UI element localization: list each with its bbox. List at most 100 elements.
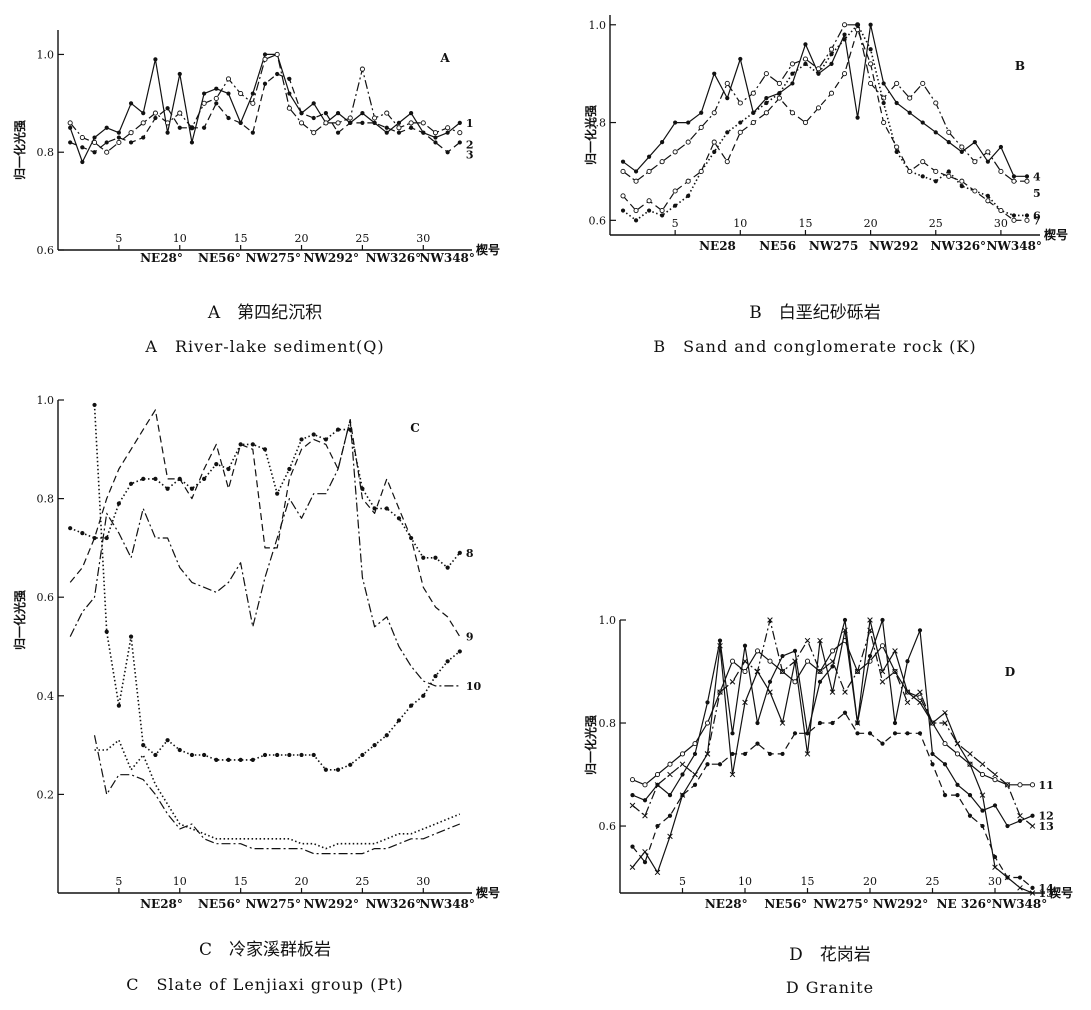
- data-point: [457, 140, 462, 145]
- data-point: [238, 757, 243, 762]
- data-point: [323, 767, 328, 772]
- data-point: [790, 81, 795, 86]
- data-point: [692, 751, 698, 757]
- data-point: [214, 757, 219, 762]
- data-point: [867, 617, 873, 623]
- data-point: [445, 565, 450, 570]
- data-point: [998, 168, 1004, 174]
- direction-label: NE 326°: [937, 897, 992, 911]
- data-point: [396, 516, 402, 521]
- data-point: [201, 100, 207, 106]
- series-label: 4: [1033, 170, 1041, 183]
- data-point: [433, 673, 438, 679]
- x-tick-label: 30: [416, 232, 430, 245]
- data-point: [842, 689, 848, 695]
- data-point: [1011, 213, 1017, 218]
- data-point: [629, 802, 636, 809]
- data-point: [659, 159, 665, 165]
- chart-panel-c: 0.2 0.4 0.6 0.8 1.0 5 10 15 20 25 30 NE28° NE56° NW27…: [12, 394, 500, 994]
- data-point: [789, 110, 795, 116]
- data-point: [829, 61, 834, 66]
- data-point: [667, 761, 673, 767]
- data-point: [854, 720, 861, 726]
- series-line-8: [69, 428, 461, 569]
- data-point: [972, 188, 978, 194]
- data-point: [262, 752, 268, 758]
- data-point: [763, 71, 769, 77]
- data-point: [930, 762, 935, 767]
- data-point: [742, 668, 748, 675]
- data-point: [711, 110, 717, 116]
- data-point: [1029, 782, 1036, 788]
- series-label: 7: [1033, 214, 1041, 227]
- data-point: [829, 52, 834, 57]
- data-point: [620, 159, 626, 164]
- data-point: [250, 442, 255, 447]
- data-point: [445, 659, 450, 664]
- data-point: [409, 125, 414, 130]
- data-point: [287, 76, 292, 81]
- data-point: [275, 71, 280, 77]
- data-point: [985, 159, 990, 164]
- data-point: [692, 782, 698, 787]
- data-point: [842, 710, 848, 715]
- data-point: [238, 120, 243, 125]
- data-point: [817, 668, 823, 675]
- data-point: [457, 649, 462, 654]
- x-tick-label: 15: [234, 875, 248, 888]
- data-point: [1017, 812, 1023, 819]
- data-point: [445, 125, 451, 131]
- data-point: [868, 80, 874, 86]
- panel-letter: C: [410, 421, 420, 435]
- data-point: [881, 81, 886, 86]
- data-point: [384, 733, 389, 738]
- data-point: [153, 115, 158, 121]
- data-point: [646, 154, 652, 159]
- x-tick-label: 15: [801, 875, 815, 888]
- direction-label: NE56°: [764, 897, 807, 911]
- data-point: [705, 762, 710, 767]
- series-line-u5: [93, 735, 461, 855]
- data-point: [1017, 782, 1023, 788]
- data-point: [646, 168, 652, 174]
- data-point: [372, 120, 377, 125]
- data-point: [1024, 174, 1030, 179]
- data-point: [642, 859, 648, 865]
- data-point: [955, 793, 960, 798]
- chart-panel-b: 0.6 0.8 1.0 5 10 15 20 25 30 NE28 NE56 NW275 NW292 NW…: [583, 15, 1068, 356]
- data-point: [660, 140, 665, 145]
- data-point: [750, 90, 756, 96]
- data-point: [311, 130, 317, 136]
- data-point: [790, 71, 795, 76]
- data-point: [985, 193, 990, 198]
- data-point: [992, 803, 998, 808]
- x-tick-label: 25: [355, 232, 369, 245]
- data-point: [667, 833, 673, 840]
- data-point: [128, 130, 134, 136]
- data-point: [360, 111, 365, 116]
- data-point: [777, 91, 782, 96]
- data-point: [1024, 178, 1030, 184]
- data-point: [730, 751, 735, 757]
- data-point: [967, 761, 973, 767]
- data-point: [920, 120, 925, 125]
- data-point: [92, 135, 97, 140]
- data-point: [881, 120, 887, 126]
- data-point: [755, 720, 760, 726]
- data-point: [729, 679, 736, 685]
- data-point: [892, 720, 898, 726]
- data-point: [841, 71, 848, 77]
- data-point: [629, 864, 636, 870]
- data-point: [335, 130, 341, 135]
- data-point: [738, 120, 743, 125]
- data-point: [360, 120, 365, 125]
- data-point: [1030, 885, 1035, 890]
- data-point: [855, 22, 860, 27]
- data-point: [433, 140, 438, 145]
- data-point: [286, 105, 292, 111]
- data-point: [642, 782, 648, 788]
- data-point: [311, 115, 316, 121]
- series-line-10: [69, 419, 460, 687]
- series-label: 10: [466, 680, 482, 693]
